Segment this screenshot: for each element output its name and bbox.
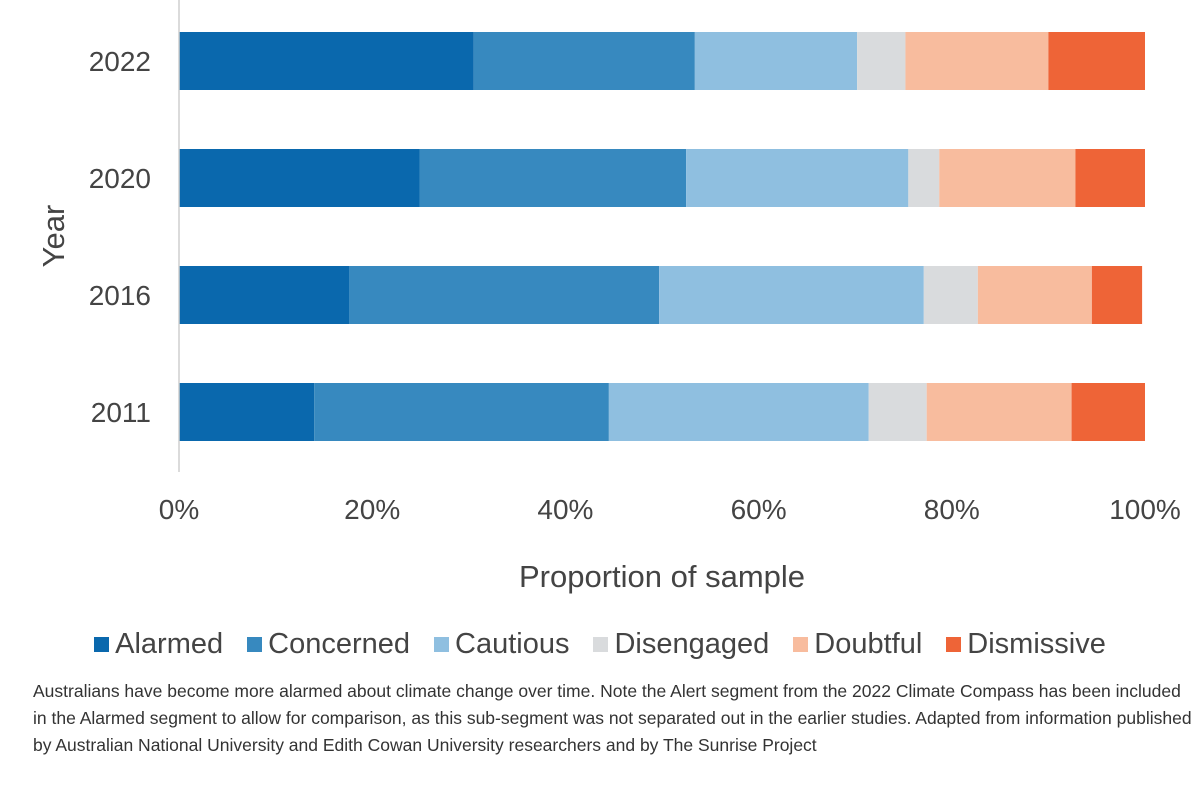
- bar-2016-dismissive: [1091, 266, 1143, 324]
- x-tick-labels: 0% 20% 40% 60% 80% 100%: [159, 494, 1181, 525]
- bars-group: [179, 32, 1145, 441]
- legend-label: Doubtful: [814, 627, 923, 660]
- bar-2016-alarmed: [179, 266, 350, 324]
- bar-2020-doubtful: [939, 149, 1076, 207]
- bar-2022-alarmed: [179, 32, 474, 90]
- bar-2020-cautious: [686, 149, 909, 207]
- y-tick-label: 2011: [91, 397, 151, 428]
- x-axis-title: Proportion of sample: [519, 559, 805, 594]
- bar-2011-alarmed: [179, 383, 315, 441]
- legend-swatch-doubtful: [793, 636, 809, 652]
- bar-2011-disengaged: [868, 383, 927, 441]
- bar-2016-disengaged: [923, 266, 978, 324]
- legend-item-doubtful: Doubtful: [793, 628, 922, 661]
- legend-swatch-cautious: [434, 636, 450, 652]
- x-tick-label: 80%: [924, 494, 980, 525]
- bar-2020-alarmed: [179, 149, 420, 207]
- bar-2020-dismissive: [1075, 149, 1145, 207]
- bar-2022-concerned: [473, 32, 695, 90]
- bar-2022-dismissive: [1048, 32, 1145, 90]
- x-tick-label: 100%: [1109, 494, 1181, 525]
- legend-swatch-disengaged: [593, 636, 609, 652]
- x-tick-label: 40%: [537, 494, 593, 525]
- x-tick-label: 0%: [159, 494, 199, 525]
- legend-item-cautious: Cautious: [434, 628, 569, 661]
- legend-label: Concerned: [268, 627, 411, 660]
- legend-swatch-concerned: [247, 636, 263, 652]
- legend-swatch-dismissive: [946, 636, 962, 652]
- bar-2016-concerned: [349, 266, 660, 324]
- bar-2011-dismissive: [1071, 383, 1145, 441]
- legend: Alarmed Concerned Cautious Disengaged Doubtf…: [0, 624, 1200, 664]
- x-tick-label: 60%: [731, 494, 787, 525]
- legend-label: Dismissive: [967, 627, 1106, 660]
- bar-2022-doubtful: [905, 32, 1049, 90]
- stacked-bar-chart: 2022 2020 2016 2011 0% 20% 40% 60% 80% 100% Prop…: [36, 0, 1181, 594]
- legend-label: Alarmed: [115, 627, 224, 660]
- legend-label: Cautious: [455, 627, 570, 660]
- bar-2020-disengaged: [908, 149, 940, 207]
- bar-2011-concerned: [314, 383, 609, 441]
- y-tick-label: 2016: [89, 280, 151, 311]
- bar-2011-doubtful: [926, 383, 1072, 441]
- figure-caption: Australians have become more alarmed abo…: [33, 681, 1192, 755]
- x-tick-label: 20%: [344, 494, 400, 525]
- legend-item-disengaged: Disengaged: [593, 628, 769, 661]
- legend-item-alarmed: Alarmed: [94, 628, 223, 661]
- legend-item-dismissive: Dismissive: [946, 628, 1106, 661]
- bar-2022-disengaged: [857, 32, 906, 90]
- legend-label: Disengaged: [614, 627, 770, 660]
- y-tick-labels: 2022 2020 2016 2011: [89, 46, 151, 428]
- y-tick-label: 2022: [89, 46, 151, 77]
- bar-2016-doubtful: [977, 266, 1092, 324]
- bar-2011-cautious: [608, 383, 869, 441]
- bar-2022-cautious: [694, 32, 858, 90]
- bar-2020-concerned: [419, 149, 687, 207]
- bar-2016-cautious: [659, 266, 924, 324]
- y-axis-title: Year: [36, 205, 71, 268]
- legend-swatch-alarmed: [94, 636, 110, 652]
- y-tick-label: 2020: [89, 163, 151, 194]
- legend-item-concerned: Concerned: [247, 628, 410, 661]
